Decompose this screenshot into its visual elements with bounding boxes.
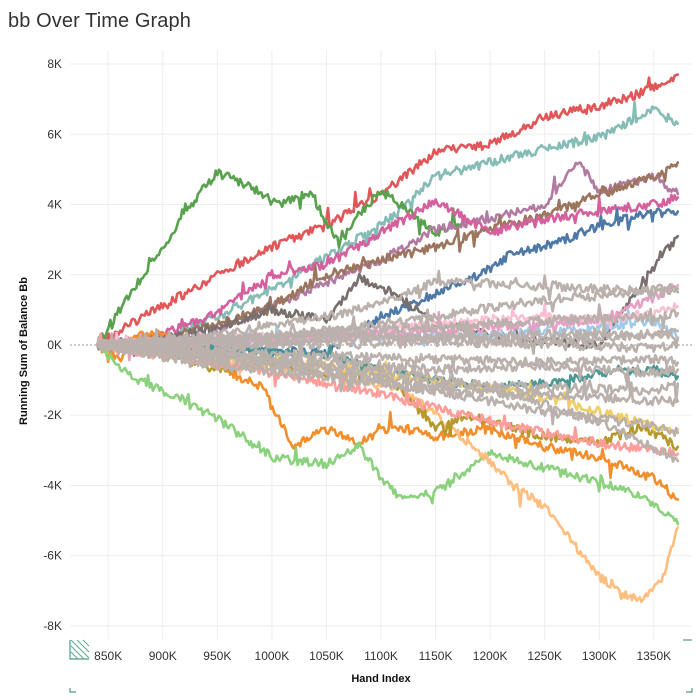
frame-corner-bottom-right [686,688,693,693]
y-tick-label: 6K [47,127,62,141]
x-axis-title: Hand Index [351,673,411,685]
series-line [96,341,680,526]
series-line [96,168,465,347]
x-tick-label: 1150K [419,649,453,663]
resize-corner-icon[interactable] [69,639,90,660]
series-line [96,161,680,350]
series-line [96,193,680,350]
series-line [96,327,680,355]
x-axis-ticks: 850K 900K 950K 1000K 1050K 1100K 1150K 1200K 125… [94,649,671,663]
x-tick-label: 1250K [527,649,562,663]
x-tick-label: 1300K [582,649,617,663]
x-tick-label: 1000K [255,649,290,663]
x-tick-label: 950K [203,649,231,663]
y-tick-label: -4K [43,478,62,492]
series-line [96,339,680,383]
series-line [96,339,680,438]
y-tick-label: -2K [43,408,62,422]
x-tick-label: 900K [149,649,177,663]
x-tick-label: 1350K [636,649,671,663]
y-tick-label: 2K [47,268,62,282]
x-tick-label: 1200K [473,649,508,663]
y-axis-title: Running Sum of Balance Bb [18,277,30,425]
series-lines [96,73,680,604]
y-tick-label: 0K [47,338,62,352]
series-line [96,73,680,348]
series-line [96,341,680,374]
series-line [96,269,680,350]
y-tick-label: -8K [43,619,62,633]
series-line [96,340,680,407]
y-tick-label: -6K [43,549,62,563]
x-tick-label: 850K [94,649,122,663]
series-line [96,234,680,351]
chart-title: bb Over Time Graph [8,10,191,32]
frame-corner-bottom-left [69,688,76,693]
y-tick-label: 8K [47,57,62,71]
x-tick-label: 1100K [364,649,398,663]
y-axis-ticks: -8K -6K -4K -2K 0K 2K 4K 6K 8K [43,57,62,633]
y-tick-label: 4K [47,198,62,212]
x-tick-label: 1050K [309,649,344,663]
